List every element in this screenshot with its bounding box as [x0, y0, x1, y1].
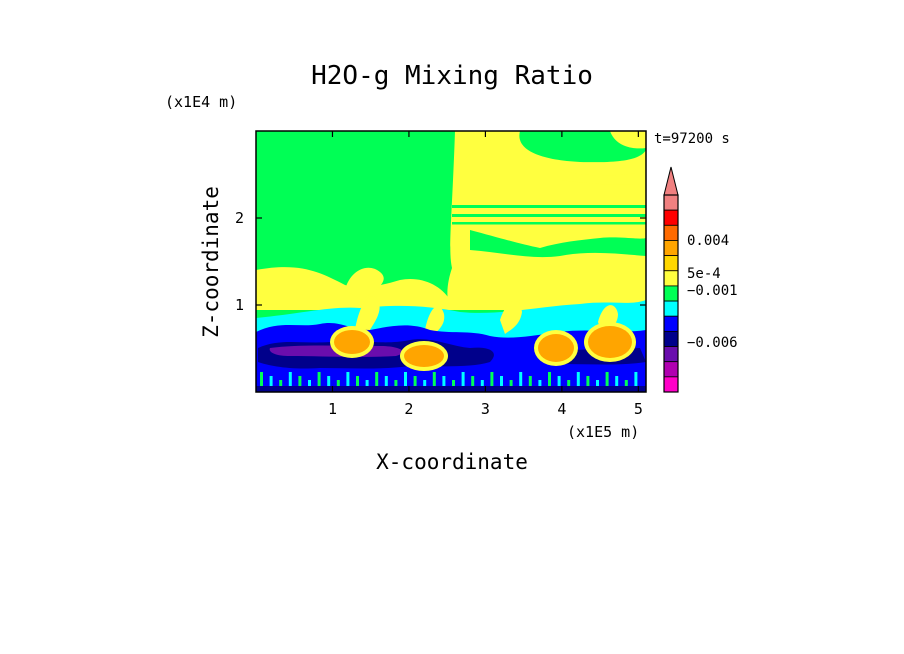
- anomaly-patch-1: [334, 330, 370, 354]
- upper-band: [560, 170, 646, 185]
- surface-spike-23: [471, 376, 475, 392]
- surface-spike-22: [461, 372, 465, 392]
- colorbar-swatch-13: [663, 376, 679, 393]
- colorbar-swatch-10: [663, 330, 679, 347]
- colorbar: 0.004 5e-4−0.001 −0.006: [663, 166, 738, 393]
- colorbar-label-2: 5e-4: [687, 266, 721, 282]
- surface-spike-16: [404, 372, 407, 392]
- surface-spike-5: [298, 376, 302, 392]
- surface-spike-2: [269, 376, 273, 392]
- plume-a: [355, 296, 380, 336]
- colorbar-label-4: −0.006: [687, 335, 738, 351]
- x-tick-label-1: 1: [328, 400, 337, 418]
- surface-spike-32: [557, 376, 561, 392]
- surface-spike-26: [500, 376, 503, 392]
- surface-spike-1: [260, 372, 263, 392]
- plot-frame: [255, 130, 647, 393]
- surface-spike-37: [605, 372, 609, 392]
- x-tick-label-4: 4: [557, 400, 566, 418]
- surface-spike-19: [432, 372, 436, 392]
- stripe-2: [452, 214, 646, 217]
- colorbar-swatch-8: [663, 300, 679, 317]
- y-unit-label: (x1E4 m): [165, 93, 237, 111]
- x-axis: 1 2 3 4 5: [328, 131, 643, 418]
- colorbar-label-3: −0.001: [687, 283, 738, 299]
- colorbar-swatch-11: [663, 346, 679, 363]
- surface-spike-10: [346, 372, 350, 392]
- colorbar-swatch-7: [663, 285, 679, 302]
- x-tick-label-5: 5: [634, 400, 643, 418]
- surface-spike-25: [490, 372, 494, 392]
- surface-spike-31: [548, 372, 551, 392]
- surface-bottom: [256, 386, 646, 392]
- x-axis-label: X-coordinate: [376, 450, 528, 474]
- green-gap: [470, 230, 646, 258]
- anomaly-patch-2: [404, 345, 444, 367]
- plume-c: [500, 300, 522, 334]
- surface-spike-4: [288, 372, 292, 392]
- contour-field: [256, 131, 646, 392]
- colorbar-label-1: 0.004: [687, 233, 729, 249]
- surface-spike-20: [442, 376, 446, 392]
- surface-spike-17: [413, 376, 417, 392]
- moist-plume-2: [345, 267, 384, 300]
- surface-spike-14: [384, 376, 388, 392]
- surface-spike-35: [586, 376, 590, 392]
- y-axis-label: Z-coordinate: [199, 186, 223, 338]
- moist-plume-5: [455, 131, 510, 170]
- surface-spike-13: [375, 372, 379, 392]
- anomaly-patch-3: [538, 334, 574, 362]
- colorbar-swatch-4: [663, 240, 679, 257]
- surface-spike-11: [356, 376, 359, 392]
- surface-spike-29: [528, 376, 532, 392]
- colorbar-swatch-9: [663, 315, 679, 332]
- surface-spike-8: [327, 376, 331, 392]
- colorbar-frame: [663, 194, 679, 393]
- surface-spike-7: [317, 372, 321, 392]
- x-tick-label-2: 2: [404, 400, 413, 418]
- y-axis: 12: [235, 209, 646, 314]
- surface-spike-34: [576, 372, 580, 392]
- colorbar-extension: [663, 166, 679, 196]
- anomaly-patch-4: [588, 326, 632, 358]
- chart-title: H2O-g Mixing Ratio: [311, 61, 593, 91]
- colorbar-swatch-3: [663, 224, 679, 241]
- moist-plume-6: [610, 131, 646, 149]
- colorbar-swatch-12: [663, 361, 679, 378]
- colorbar-swatch-2: [663, 209, 679, 226]
- x-unit-label: (x1E5 m): [567, 423, 639, 441]
- colorbar-swatch-6: [663, 270, 679, 287]
- time-label: t=97200 s: [654, 131, 730, 147]
- colorbar-swatch-1: [663, 194, 679, 211]
- surface-spike-28: [519, 372, 523, 392]
- y-tick-label-2: 2: [235, 209, 244, 227]
- stripe-1: [452, 205, 646, 208]
- surface-spike-38: [615, 376, 619, 392]
- stripe-3: [452, 222, 646, 225]
- surface-spike-40: [634, 372, 638, 392]
- y-tick-label-1: 1: [235, 296, 244, 314]
- x-tick-label-3: 3: [481, 400, 490, 418]
- colorbar-swatch-5: [663, 255, 679, 272]
